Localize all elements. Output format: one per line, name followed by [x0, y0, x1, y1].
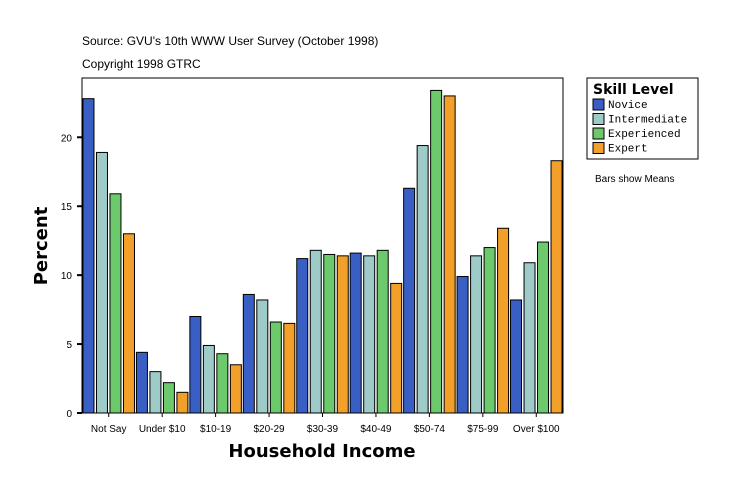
- x-tick-label: $30-39: [307, 424, 339, 435]
- bar-expert: [550, 160, 563, 414]
- bar-intermediate: [95, 151, 108, 414]
- bar-novice: [510, 299, 523, 414]
- bar-novice: [296, 258, 309, 414]
- bar-expert: [443, 95, 456, 414]
- bar-novice: [403, 187, 416, 414]
- x-tick-label: $40-49: [360, 424, 392, 435]
- bar-novice: [82, 98, 95, 414]
- bar-expert: [497, 227, 510, 414]
- bar-experienced: [216, 353, 229, 414]
- bar-intermediate: [523, 262, 536, 414]
- x-tick-label: $75-99: [467, 424, 499, 435]
- x-tick-label: $20-29: [253, 424, 285, 435]
- x-tick-label: Over $100: [513, 424, 560, 435]
- x-tick-label: Under $10: [139, 424, 186, 435]
- bar-expert: [336, 255, 349, 414]
- legend-label-experienced: Experienced: [608, 129, 681, 141]
- bar-expert: [283, 322, 296, 414]
- source-note: Source: GVU's 10th WWW User Survey (Octo…: [82, 34, 378, 48]
- legend-swatch-intermediate: [592, 113, 605, 125]
- legend-swatch-experienced: [592, 127, 605, 140]
- bar-experienced: [269, 321, 282, 414]
- bar-intermediate: [470, 255, 483, 414]
- bar-experienced: [483, 247, 496, 414]
- bar-novice: [242, 293, 255, 414]
- bar-intermediate: [309, 249, 322, 414]
- bar-experienced: [162, 382, 175, 414]
- x-tick-label: Not Say: [91, 424, 127, 435]
- x-axis-label: Household Income: [228, 441, 415, 462]
- bar-experienced: [109, 193, 122, 414]
- legend-label-expert: Expert: [608, 144, 648, 156]
- y-tick-label: 20: [61, 133, 73, 144]
- bar-experienced: [323, 253, 336, 414]
- footnote: Bars show Means: [595, 174, 674, 185]
- bar-expert: [390, 282, 403, 414]
- y-axis-label: Percent: [31, 206, 52, 285]
- y-tick-label: 0: [66, 409, 72, 420]
- legend-label-intermediate: Intermediate: [608, 115, 687, 127]
- y-tick-label: 5: [66, 340, 72, 351]
- bar-intermediate: [149, 371, 162, 414]
- bar-novice: [456, 276, 469, 414]
- bar-expert: [122, 233, 135, 414]
- legend-box: [586, 77, 699, 160]
- legend: Skill Level Novice Intermediate Experience…: [586, 77, 699, 160]
- bar-intermediate: [202, 344, 215, 414]
- x-tick-label: $50-74: [414, 424, 446, 435]
- bar-novice: [349, 252, 362, 414]
- bar-intermediate: [416, 145, 429, 414]
- bar-expert: [176, 391, 189, 414]
- y-tick-label: 10: [61, 271, 73, 282]
- legend-label-novice: Novice: [608, 100, 648, 112]
- legend-swatch-novice: [592, 98, 605, 111]
- bar-novice: [135, 351, 148, 414]
- y-tick-label: 15: [61, 202, 73, 213]
- x-tick-label: $10-19: [200, 424, 232, 435]
- bar-novice: [189, 315, 202, 414]
- bar-experienced: [430, 89, 443, 414]
- bar-intermediate: [363, 255, 376, 414]
- legend-title: Skill Level: [593, 82, 674, 98]
- copyright-note: Copyright 1998 GTRC: [82, 57, 201, 71]
- plot-area: [81, 77, 564, 414]
- bar-experienced: [376, 249, 389, 414]
- bar-experienced: [537, 241, 550, 414]
- legend-swatch-expert: [592, 142, 605, 154]
- bar-intermediate: [256, 299, 269, 414]
- bar-expert: [229, 364, 242, 414]
